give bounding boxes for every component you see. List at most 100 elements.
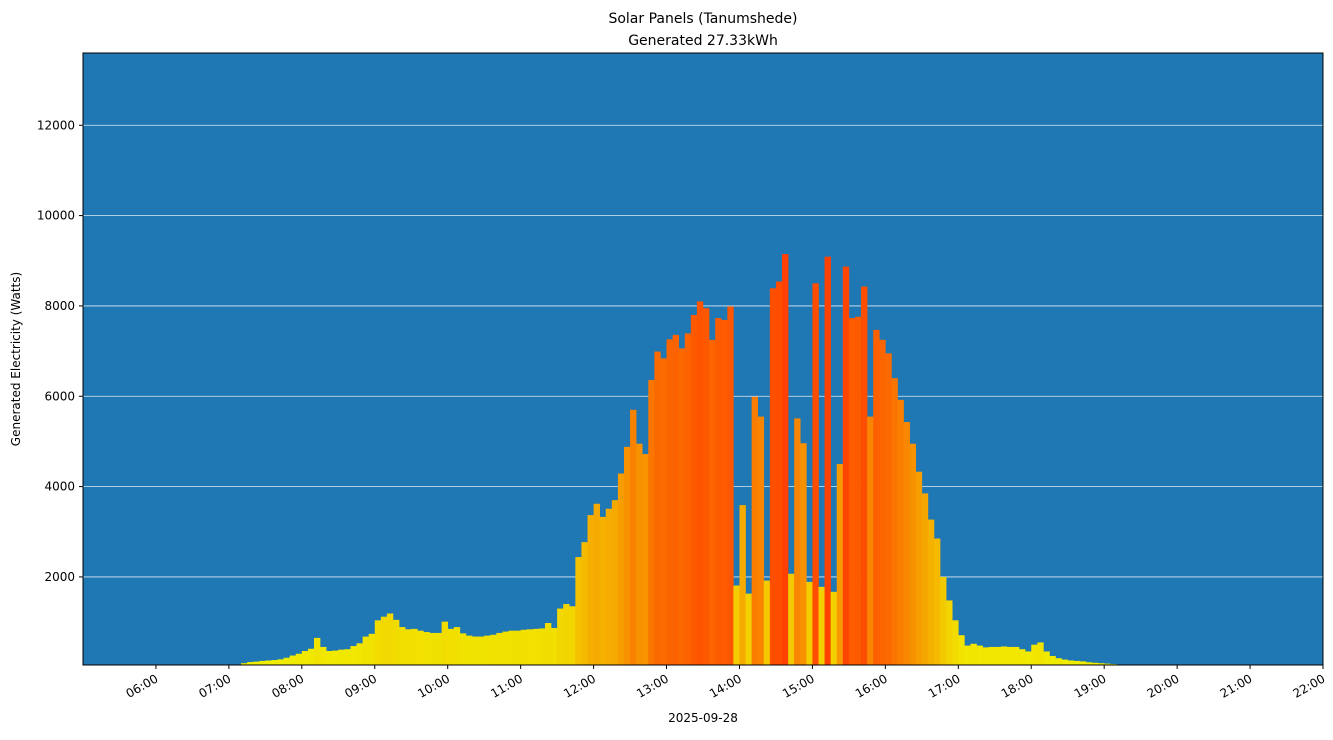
bar: [904, 422, 910, 665]
bar: [436, 633, 442, 665]
bar: [581, 542, 587, 665]
bar: [290, 656, 296, 665]
bar: [1019, 649, 1025, 665]
bar: [849, 318, 855, 665]
bar: [1037, 642, 1043, 665]
bar: [879, 340, 885, 665]
bar: [709, 340, 715, 665]
bar: [1001, 646, 1007, 665]
x-tick-label: 06:00: [123, 671, 160, 700]
bar: [387, 614, 393, 665]
bar: [855, 317, 861, 665]
bar: [1068, 660, 1074, 665]
bar: [898, 400, 904, 665]
bar: [788, 574, 794, 665]
bar: [630, 410, 636, 665]
bar: [697, 301, 703, 665]
bar: [454, 627, 460, 665]
bar: [1025, 651, 1031, 665]
bar: [727, 306, 733, 665]
y-tick-label: 4000: [44, 480, 75, 494]
bar: [818, 587, 824, 665]
bar: [995, 647, 1001, 665]
bar: [831, 592, 837, 665]
bar: [776, 282, 782, 665]
bar: [259, 661, 265, 665]
bar: [691, 315, 697, 665]
bar: [521, 630, 527, 665]
bar: [472, 637, 478, 665]
bar: [928, 520, 934, 665]
bar: [667, 339, 673, 665]
bar: [338, 650, 344, 665]
bar: [423, 632, 429, 665]
bar: [800, 443, 806, 665]
bar: [296, 654, 302, 665]
bar: [642, 454, 648, 665]
bar: [812, 283, 818, 665]
bar: [606, 509, 612, 665]
x-tick-label: 13:00: [634, 671, 671, 700]
bar: [539, 628, 545, 665]
bar: [648, 380, 654, 665]
bar: [715, 318, 721, 665]
bar: [563, 604, 569, 665]
x-tick-label: 21:00: [1218, 671, 1255, 700]
bar: [369, 634, 375, 665]
bar: [758, 417, 764, 665]
bar: [271, 660, 277, 665]
x-tick-label: 12:00: [561, 671, 598, 700]
bar: [806, 582, 812, 665]
x-tick-label: 19:00: [1072, 671, 1109, 700]
bar: [782, 254, 788, 665]
bar: [843, 267, 849, 665]
x-tick-label: 15:00: [780, 671, 817, 700]
y-tick-label: 6000: [44, 389, 75, 403]
bar: [885, 353, 891, 665]
bar: [533, 629, 539, 665]
bar: [764, 581, 770, 665]
bar: [618, 473, 624, 665]
bar: [983, 647, 989, 665]
bar: [332, 651, 338, 665]
bar: [393, 620, 399, 665]
bar: [794, 418, 800, 665]
bar: [916, 472, 922, 665]
bar: [460, 633, 466, 665]
bar: [636, 444, 642, 665]
bar: [1056, 658, 1062, 665]
bar: [1007, 647, 1013, 665]
bar: [284, 658, 290, 665]
bar: [891, 378, 897, 665]
x-tick-label: 14:00: [707, 671, 744, 700]
bar: [411, 629, 417, 665]
bar: [861, 287, 867, 665]
bar: [496, 633, 502, 665]
bar: [1043, 651, 1049, 665]
bar: [977, 646, 983, 665]
y-axis-label: Generated Electricity (Watts): [9, 272, 23, 446]
bar: [375, 620, 381, 665]
x-tick-label: 20:00: [1145, 671, 1182, 700]
bar: [588, 515, 594, 665]
bar: [673, 335, 679, 665]
bar: [551, 628, 557, 665]
bar: [989, 647, 995, 665]
bar: [746, 594, 752, 665]
bar: [314, 638, 320, 665]
bar: [600, 517, 606, 665]
x-tick-label: 10:00: [415, 671, 452, 700]
x-tick-label: 16:00: [853, 671, 890, 700]
bar: [1013, 647, 1019, 665]
bar: [484, 636, 490, 665]
chart-title: Solar Panels (Tanumshede): [608, 11, 797, 27]
bar: [733, 586, 739, 665]
bar: [381, 617, 387, 665]
x-tick-label: 08:00: [269, 671, 306, 700]
x-tick-label: 07:00: [196, 671, 233, 700]
bar: [721, 320, 727, 665]
bar: [685, 333, 691, 665]
x-tick-label: 18:00: [999, 671, 1036, 700]
